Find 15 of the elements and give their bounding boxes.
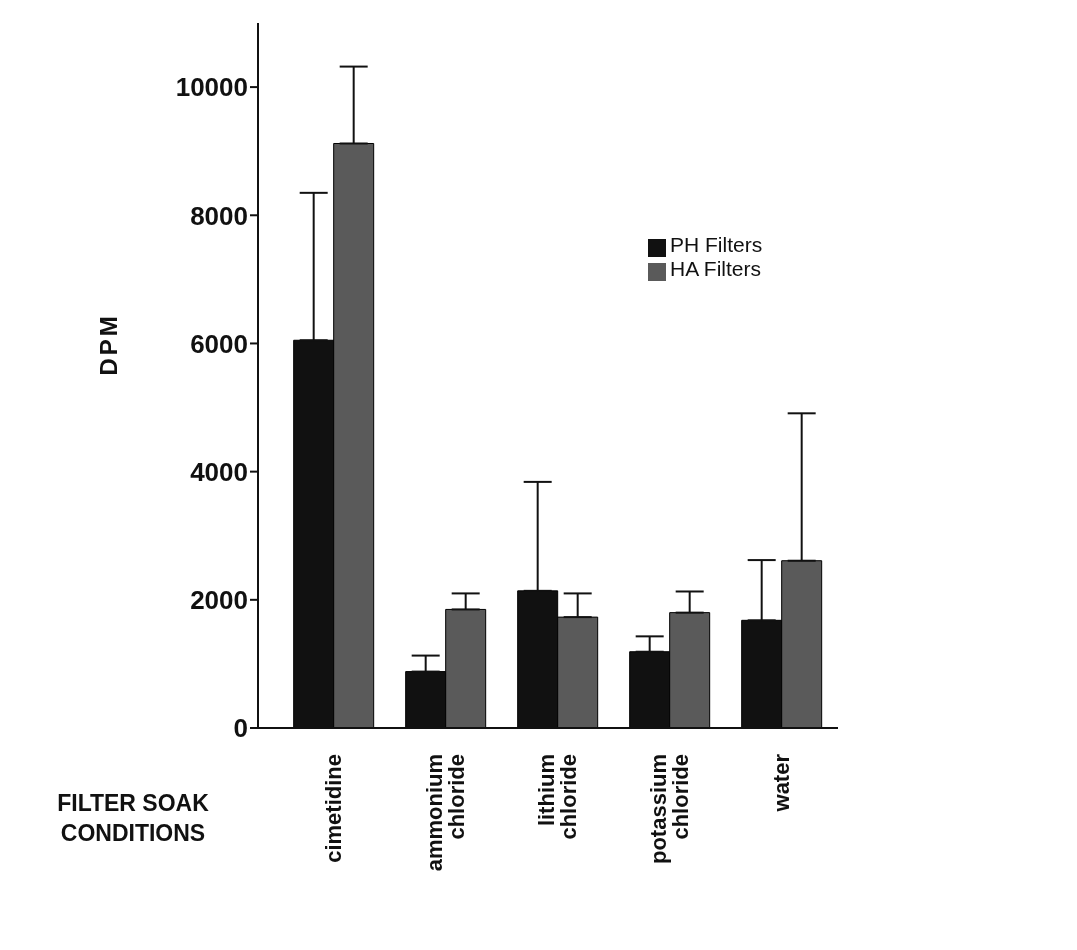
x-tick-label: water bbox=[769, 753, 794, 813]
y-axis-title: DPM bbox=[94, 313, 122, 376]
y-tick-label: 4000 bbox=[190, 456, 248, 487]
y-tick-label: 0 bbox=[233, 713, 248, 744]
y-tick-label: 8000 bbox=[190, 200, 248, 231]
x-axis-title: FILTER SOAK CONDITIONS bbox=[56, 789, 210, 848]
legend-label: HA Filters bbox=[670, 257, 762, 280]
y-tick-label: 10000 bbox=[175, 72, 248, 103]
x-tick-label: lithium chloride bbox=[534, 754, 581, 840]
legend-label: PH Filters bbox=[670, 233, 763, 256]
x-tick-label: ammonium chloride bbox=[422, 754, 469, 872]
y-tick-label: 2000 bbox=[190, 585, 248, 616]
y-tick-label: 6000 bbox=[190, 328, 248, 359]
x-tick-label: cimetidine bbox=[321, 754, 346, 863]
x-tick-label: potassium chloride bbox=[646, 754, 693, 865]
